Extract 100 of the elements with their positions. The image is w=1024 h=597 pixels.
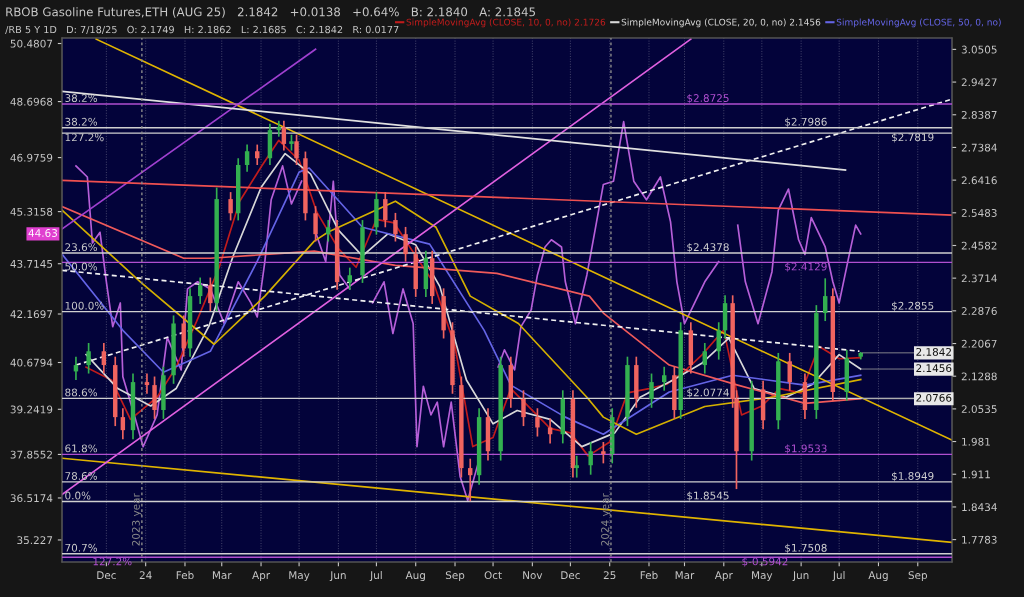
annotation: 70.7% xyxy=(65,543,98,552)
y-tick-label: 3.0505 xyxy=(961,45,997,54)
text: 44.63 xyxy=(28,229,57,237)
x-tick-label: 24 xyxy=(139,571,152,579)
y2-tick-label: 37.8552 xyxy=(10,450,52,459)
y2-tick-label: 36.5174 xyxy=(10,494,53,503)
y2-tick-label: 48.6968 xyxy=(10,97,53,106)
candlestick xyxy=(120,407,126,441)
chart-title: RBOB Gasoline Futures,ETH (AUG 25) 2.1842 +0.0138 +0.64% B: 2.1840 A: 2.1845 xyxy=(6,7,536,18)
y-tick-label: 1.8434 xyxy=(962,503,997,512)
y-tick-label: 2.7384 xyxy=(961,143,997,152)
candlestick xyxy=(574,455,579,479)
x-tick-label: Sep xyxy=(908,571,928,582)
annotation: 38.2% xyxy=(65,117,98,126)
candlestick xyxy=(702,342,707,375)
candlestick xyxy=(588,441,593,476)
candlestick xyxy=(347,266,353,291)
y2-tick-label: 40.6794 xyxy=(10,358,53,367)
candlestick xyxy=(281,119,287,152)
x-tick-label: Dec xyxy=(561,571,580,580)
legend-label: SimpleMovingAvg (CLOSE, 20, 0, no) 2.1456 xyxy=(621,18,821,28)
annotation: 88.6% xyxy=(65,388,98,397)
candlestick xyxy=(326,219,331,243)
candlestick xyxy=(649,372,654,409)
y-tick-label: 2.6416 xyxy=(961,176,997,185)
annotation: 23.6% xyxy=(65,243,98,252)
annotation: 0.0% xyxy=(65,491,91,500)
candlestick xyxy=(403,226,408,263)
y-tick-label: 2.5483 xyxy=(961,209,997,217)
candlestick xyxy=(787,352,792,392)
annotation: $-0.5942 xyxy=(742,557,788,567)
x-tick-label: 25 xyxy=(603,571,616,580)
ref-line-label: $2.4129 xyxy=(785,262,827,272)
candlestick xyxy=(197,276,203,305)
x-tick-label: Mar xyxy=(675,571,695,580)
legend-label: SimpleMovingAvg (CLOSE, 50, 0, no) xyxy=(836,18,1001,28)
candlestick xyxy=(521,389,526,427)
ref-line-label: $1.8949 xyxy=(891,471,934,482)
annotation: 2.1456 xyxy=(916,364,952,373)
y-tick-label: 2.0535 xyxy=(961,405,997,414)
ref-line-label: $1.8545 xyxy=(687,491,729,501)
candlestick xyxy=(383,191,388,229)
y-tick-label: 2.2876 xyxy=(961,307,997,315)
y-tick-label: 2.4582 xyxy=(961,241,997,250)
y-tick-label: 2.9427 xyxy=(961,78,997,87)
y2-tick-label: 43.7145 xyxy=(10,259,53,268)
y2-tick-label: 39.2419 xyxy=(10,405,53,414)
x-tick-label: Jul xyxy=(832,571,845,582)
candlestick xyxy=(601,441,606,465)
x-tick-label: Jun xyxy=(792,571,809,582)
x-tick-label: Nov xyxy=(523,571,543,580)
y-tick-label: 1.911 xyxy=(962,470,990,479)
x-tick-label: Aug xyxy=(868,571,888,582)
ref-line-label: $1.9533 xyxy=(785,444,827,454)
x-tick-label: Feb xyxy=(176,571,194,580)
annotation: 38.2% xyxy=(65,94,98,102)
x-tick-label: May xyxy=(289,571,310,582)
ref-line-label: $1.7508 xyxy=(785,543,827,554)
candlestick xyxy=(276,119,282,138)
y-tick-label: 2.2067 xyxy=(961,339,997,348)
annotation: 100.0% xyxy=(65,301,104,310)
ref-line-label: $2.2855 xyxy=(891,301,934,312)
y2-tick-label: 35.227 xyxy=(17,536,53,545)
y-tick-label: 2.3714 xyxy=(961,274,997,283)
y-tick-label: 1.981 xyxy=(962,437,990,446)
x-tick-label: Oct xyxy=(484,571,502,580)
ref-line-label: $2.8725 xyxy=(687,93,729,104)
x-tick-label: May xyxy=(752,571,773,582)
y-tick-label: 2.1288 xyxy=(961,372,997,381)
ref-line-label: $2.4378 xyxy=(687,242,729,253)
candlestick xyxy=(535,407,540,438)
candlestick xyxy=(144,372,150,395)
y-tick-label: 1.7783 xyxy=(962,535,997,544)
ref-line-label: 2023 year xyxy=(131,493,142,546)
candlestick xyxy=(294,133,299,166)
candlestick xyxy=(255,143,260,166)
x-tick-label: Apr xyxy=(252,571,271,582)
ref-line-label: $2.7986 xyxy=(785,117,827,128)
annotation: 2.1842 xyxy=(916,347,951,356)
candlestick xyxy=(716,321,721,361)
candlestick xyxy=(208,276,213,312)
x-tick-label: Aug xyxy=(405,571,425,582)
x-tick-label: Jul xyxy=(369,571,382,582)
y2-tick-label: 46.9759 xyxy=(10,153,53,162)
candlestick xyxy=(547,417,553,445)
annotation: 127.2% xyxy=(65,133,104,142)
annotation: 61.8% xyxy=(65,444,98,453)
candlestick xyxy=(313,205,318,243)
chart-subtitle: /RB 5 Y 1D D: 7/18/25 O: 2.1749 H: 2.1862 L: 2.1685 C: 2.1842 R: 0.0177 xyxy=(5,25,399,34)
ref-line-label: 2024 year xyxy=(601,493,611,546)
x-tick-label: Jun xyxy=(329,571,346,582)
candlestick xyxy=(228,191,233,222)
y2-tick-label: 45.3158 xyxy=(10,207,53,216)
annotation: 2.0766 xyxy=(916,393,952,402)
candlestick xyxy=(244,143,250,173)
x-tick-label: Dec xyxy=(97,571,116,580)
x-tick-label: Feb xyxy=(640,571,658,580)
candlestick xyxy=(823,277,828,322)
legend-label: SimpleMovingAvg (CLOSE, 10, 0, no) 2.1726 xyxy=(406,18,606,28)
candlestick xyxy=(661,365,667,392)
